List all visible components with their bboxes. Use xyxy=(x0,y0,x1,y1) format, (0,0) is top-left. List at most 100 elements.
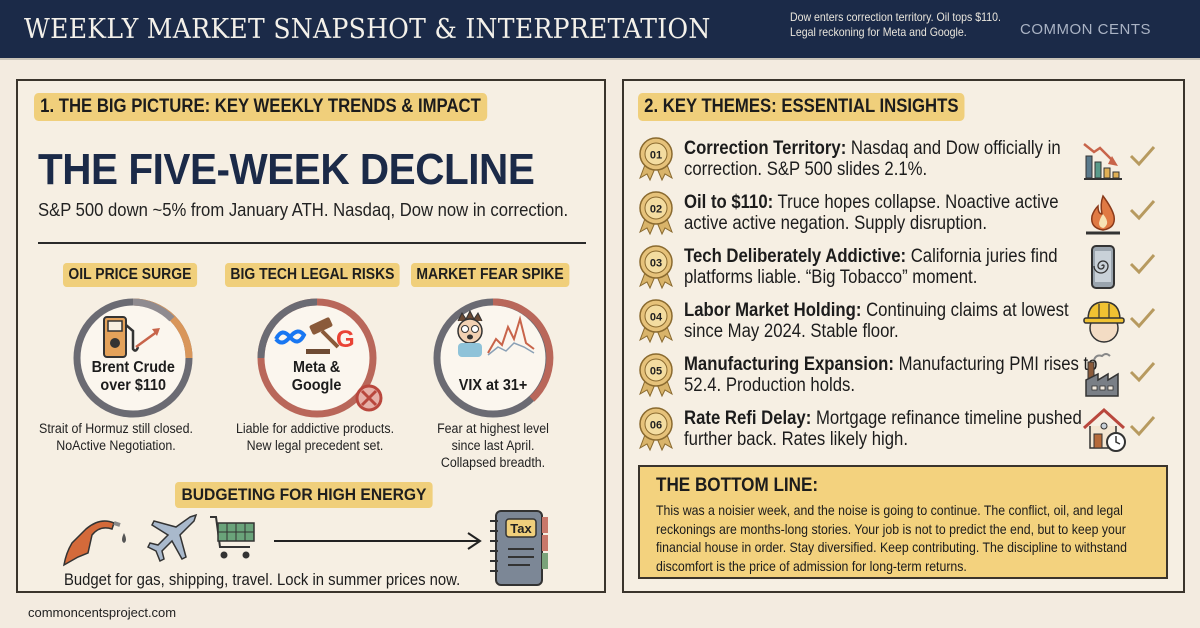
gas-pump-icon xyxy=(103,316,160,358)
theme-body: Continuing claims at lowest since May 20… xyxy=(684,300,1069,342)
ring-line: VIX at 31+ xyxy=(458,377,528,394)
trend-label-fear: MARKET FEAR SPIKE xyxy=(411,263,570,287)
stressed-face-icon xyxy=(457,309,535,357)
theme-text: Tech Deliberately Addictive: California … xyxy=(684,246,1098,288)
trend-ring-fear: VIX at 31+ xyxy=(433,298,554,418)
header-bar: WEEKLY MARKET SNAPSHOT & INTERPRETATION … xyxy=(0,0,1200,60)
trend-desc-big-tech: Liable for addictive products. New legal… xyxy=(228,420,403,454)
ring-text-big-tech: Meta & Google xyxy=(292,359,342,395)
budget-description: Budget for gas, shipping, travel. Lock i… xyxy=(64,571,461,589)
desc-line: NoActive Negotiation. xyxy=(56,438,176,453)
phone-spiral-icon xyxy=(1091,245,1115,289)
subheadline: S&P 500 down ~5% from January ATH. Nasda… xyxy=(38,199,569,220)
award-badge-icon: 06 xyxy=(639,407,673,452)
theme-title: Labor Market Holding: xyxy=(684,300,862,321)
section-label-big-picture: 1. THE BIG PICTURE: KEY WEEKLY TRENDS & … xyxy=(34,93,487,121)
notebook-label: Tax xyxy=(510,521,532,536)
key-themes-panel: 2. KEY THEMES: ESSENTIAL INSIGHTS 01 Cor… xyxy=(622,79,1185,593)
award-badge-icon: 05 xyxy=(639,353,673,398)
shopping-cart-icon xyxy=(210,516,255,559)
bottom-line-box: THE BOTTOM LINE: This was a noisier week… xyxy=(638,465,1168,579)
footer-url[interactable]: commoncentsproject.com xyxy=(28,605,177,620)
check-icon xyxy=(1129,254,1156,275)
check-icon xyxy=(1129,146,1156,167)
theme-title: Correction Territory: xyxy=(684,138,847,159)
flame-icon xyxy=(1086,194,1120,235)
divider xyxy=(38,242,586,244)
award-badge-icon: 02 xyxy=(639,191,673,236)
badge-number: 04 xyxy=(650,312,663,324)
badge-number: 06 xyxy=(650,420,662,432)
check-icon xyxy=(1129,362,1156,383)
brand-name: COMMON CENTS xyxy=(1020,21,1151,38)
headline: THE FIVE-WEEK DECLINE xyxy=(38,145,535,194)
trend-ring-big-tech: G Meta & Google xyxy=(257,298,383,418)
theme-item: 01 Correction Territory: Nasdaq and Dow … xyxy=(638,136,1178,188)
theme-text: Oil to $110: Truce hopes collapse. Noact… xyxy=(684,192,1098,234)
progress-ring-icon xyxy=(73,298,193,418)
tax-notebook-icon: Tax xyxy=(490,510,548,586)
badge-number: 02 xyxy=(650,204,662,216)
page-title: WEEKLY MARKET SNAPSHOT & INTERPRETATION xyxy=(24,13,711,45)
prohibited-icon xyxy=(355,384,383,412)
badge-number: 01 xyxy=(650,150,662,162)
theme-body: Nasdaq and Dow officially in correction.… xyxy=(684,138,1061,180)
theme-title: Oil to $110: xyxy=(684,192,774,213)
theme-item: 05 Manufacturing Expansion: Manufacturin… xyxy=(638,352,1178,404)
svg-text:G: G xyxy=(336,326,355,353)
theme-text: Labor Market Holding: Continuing claims … xyxy=(684,300,1098,342)
theme-item: 02 Oil to $110: Truce hopes collapse. No… xyxy=(638,190,1178,242)
section-label-key-themes: 2. KEY THEMES: ESSENTIAL INSIGHTS xyxy=(638,93,965,121)
house-clock-icon xyxy=(1082,407,1126,452)
ring-line: Meta & xyxy=(293,359,341,376)
factory-icon xyxy=(1085,353,1119,397)
progress-ring-icon xyxy=(433,298,554,418)
theme-item: 03 Tech Deliberately Addictive: Californ… xyxy=(638,244,1178,296)
progress-ring-icon xyxy=(257,298,377,418)
theme-body: Manufacturing PMI rises to 52.4. Product… xyxy=(684,354,1098,396)
trend-desc-oil: Strait of Hormuz still closed. NoActive … xyxy=(33,420,199,454)
header-subtitle: Dow enters correction territory. Oil top… xyxy=(790,10,1001,39)
desc-line: Collapsed breadth. xyxy=(440,455,546,470)
award-badge-icon: 01 xyxy=(639,137,673,182)
theme-body: Mortgage refinance timeline pushed furth… xyxy=(684,408,1082,450)
desc-line: since last April. xyxy=(451,438,535,453)
trend-label-big-tech: BIG TECH LEGAL RISKS xyxy=(225,263,400,287)
fuel-nozzle-icon xyxy=(63,520,126,567)
theme-body: California juries find platforms liable.… xyxy=(684,246,1058,288)
big-picture-panel: 1. THE BIG PICTURE: KEY WEEKLY TRENDS & … xyxy=(16,79,606,593)
bottom-line-title: THE BOTTOM LINE: xyxy=(656,475,819,496)
gavel-icon: G xyxy=(274,317,355,354)
theme-title: Manufacturing Expansion: xyxy=(684,354,894,375)
ring-line: Google xyxy=(292,377,342,394)
theme-text: Manufacturing Expansion: Manufacturing P… xyxy=(684,354,1098,396)
desc-line: Liable for addictive products. xyxy=(235,421,395,436)
hard-hat-icon xyxy=(1083,301,1125,343)
desc-line: Fear at highest level xyxy=(437,421,549,436)
ring-line: over $110 xyxy=(100,377,166,394)
trend-label-oil: OIL PRICE SURGE xyxy=(63,263,197,287)
desc-line: New legal precedent set. xyxy=(246,438,384,453)
check-icon xyxy=(1129,416,1156,437)
award-badge-icon: 03 xyxy=(639,245,673,290)
theme-title: Tech Deliberately Addictive: xyxy=(684,246,907,267)
declining-chart-icon xyxy=(1083,143,1122,180)
budget-label: BUDGETING FOR HIGH ENERGY xyxy=(175,482,433,508)
check-icon xyxy=(1129,308,1156,329)
desc-line: Strait of Hormuz still closed. xyxy=(39,421,193,436)
badge-number: 03 xyxy=(650,258,662,270)
trend-desc-fear: Fear at highest level since last April. … xyxy=(419,420,566,471)
arrow-right-icon xyxy=(274,532,482,550)
theme-body: Truce hopes collapse. Noactive active ac… xyxy=(684,192,1059,234)
airplane-icon xyxy=(146,513,198,563)
theme-item: 04 Labor Market Holding: Continuing clai… xyxy=(638,298,1178,350)
bottom-line-body: This was a noisier week, and the noise i… xyxy=(656,502,1127,574)
theme-item: 06 Rate Refi Delay: Mortgage refinance t… xyxy=(638,406,1178,458)
theme-text: Rate Refi Delay: Mortgage refinance time… xyxy=(684,408,1098,450)
badge-number: 05 xyxy=(650,366,662,378)
check-icon xyxy=(1129,200,1156,221)
ring-text-oil: Brent Crude over $110 xyxy=(91,359,174,395)
ring-text-fear: VIX at 31+ xyxy=(459,377,527,395)
trend-ring-oil: Brent Crude over $110 xyxy=(73,298,193,418)
ring-line: Brent Crude xyxy=(91,359,175,376)
